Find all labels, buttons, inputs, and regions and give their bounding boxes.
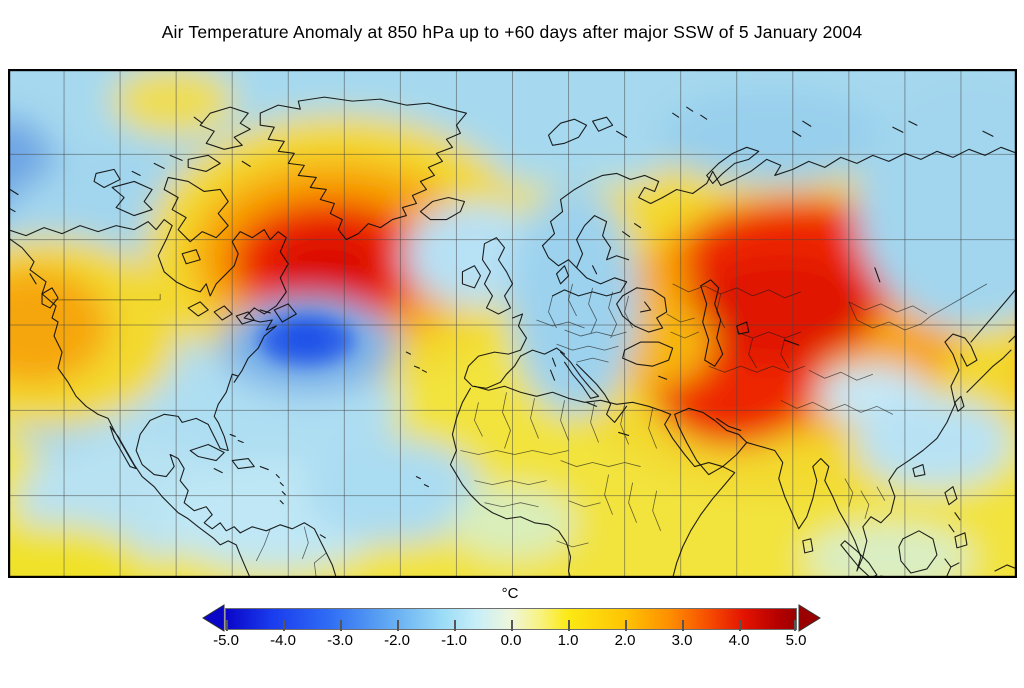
colorbar-tick [283,620,285,631]
colorbar-tick-label: -4.0 [270,632,296,649]
colorbar-tick [625,620,627,631]
map-border [8,69,1017,578]
colorbar-tick [454,620,456,631]
colorbar-tick [226,620,228,631]
cold-core-nw-atlantic [258,313,355,367]
colorbar-unit-label: °C [501,585,519,602]
graticule [8,69,1017,578]
colorbar-tick-label: -1.0 [441,632,467,649]
colorbar-tick-label: 2.0 [614,632,636,649]
colorbar-tick-label: 3.0 [671,632,693,649]
coastlines [8,96,1017,578]
colorbar-tick [397,620,399,631]
colorbar-tick [340,620,342,631]
colorbar-gradient [225,608,797,631]
country-borders [52,283,988,578]
colorbar-tick [511,620,513,631]
colorbar-tick-label: 0.0 [500,632,522,649]
colorbar-tick-label: -2.0 [384,632,410,649]
colorbar-tick-label: 1.0 [557,632,579,649]
colorbar-max-arrow-icon [798,604,822,632]
colorbar-tick-label: 4.0 [728,632,750,649]
colorbar-tick [739,620,741,631]
colorbar-tick-label: 5.0 [785,632,807,649]
anomaly-map-svg [8,69,1017,578]
colorbar-min-arrow-icon [201,604,225,632]
anomaly-map [8,69,1017,578]
colorbar-tick [682,620,684,631]
colorbar-tick [794,620,796,631]
colorbar-tick-labels: -5.0 -4.0 -3.0 -2.0 -1.0 0.0 1.0 2.0 3.0… [213,632,806,650]
figure-title: Air Temperature Anomaly at 850 hPa up to… [161,22,863,42]
colorbar-tick-label: -3.0 [327,632,353,649]
colorbar-tick-label: -5.0 [213,632,239,649]
colorbar-tick [568,620,570,631]
